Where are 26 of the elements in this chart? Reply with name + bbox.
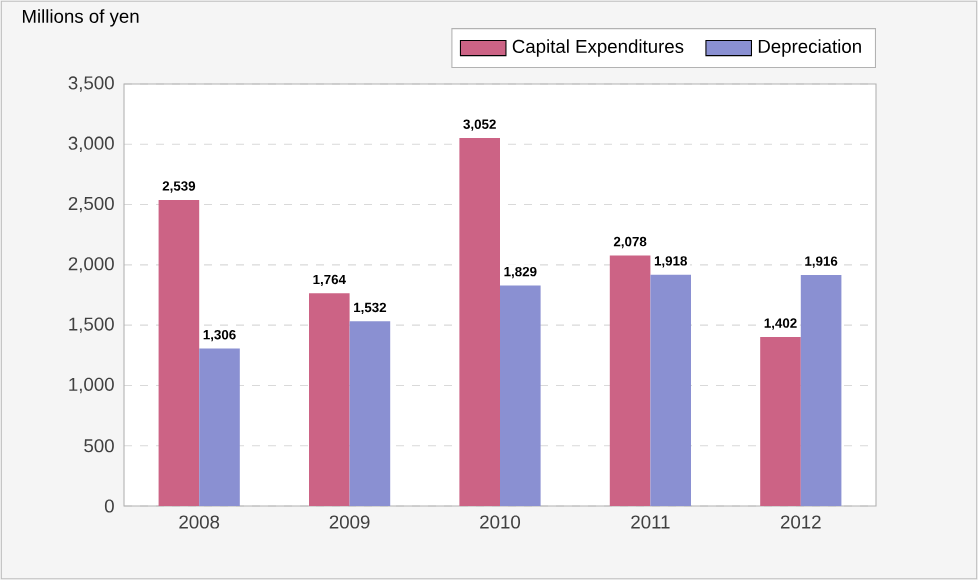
bar [459,138,500,506]
bar [650,274,692,506]
y-axis-title: Millions of yen [22,9,139,27]
y-tick-label: 3,500 [68,76,114,92]
x-tick-label: 2009 [329,515,370,529]
y-tick-label: 500 [84,439,114,453]
x-tick-label: 2011 [631,515,670,529]
y-tick-label: 2,000 [68,257,114,273]
y-tick-label: 0 [104,499,114,513]
y-tick-label: 2,500 [68,196,114,213]
bar [500,285,541,506]
y-tick-label: 1,000 [69,377,114,394]
bar [309,293,350,506]
legend-label: Capital Expenditures [512,39,684,57]
x-tick-label: 2012 [780,515,821,529]
legend-label: Depreciation [758,39,861,57]
x-tick-label: 2008 [179,515,220,529]
bar [158,199,200,506]
bar [349,321,391,506]
y-tick-label: 3,000 [68,136,114,152]
x-tick-label: 2010 [480,515,521,529]
y-tick-label: 1,500 [69,317,114,333]
bar [609,255,651,506]
bar [199,348,240,506]
bar [800,274,842,506]
bar [760,336,801,506]
